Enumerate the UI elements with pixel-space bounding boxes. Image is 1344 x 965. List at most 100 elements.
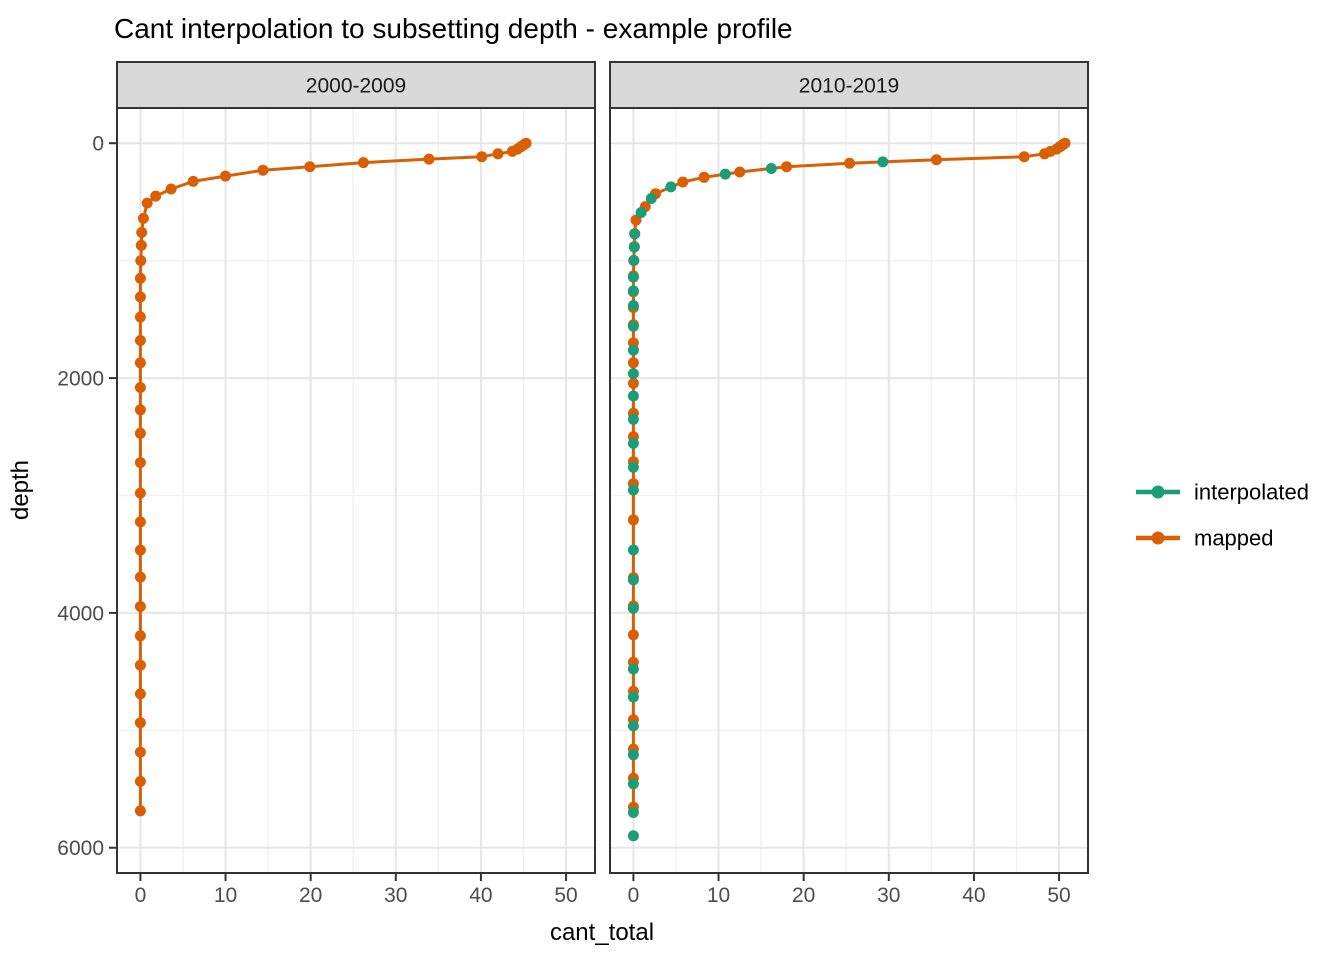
data-point-mapped (627, 377, 639, 389)
chart-title: Cant interpolation to subsetting depth -… (114, 13, 793, 44)
data-point-interpolated (645, 193, 657, 204)
data-point-mapped (492, 148, 504, 160)
facet-strip-left: 2000-2009 (116, 61, 596, 109)
data-point-mapped (423, 153, 435, 165)
data-point-mapped (134, 544, 146, 556)
data-point-interpolated (765, 163, 777, 174)
x-tick-label: 40 (962, 884, 985, 907)
data-point-interpolated (629, 228, 641, 240)
x-tick-label: 50 (1047, 884, 1070, 907)
data-point-interpolated (635, 207, 647, 218)
data-point-mapped (627, 514, 639, 526)
data-point-interpolated (627, 285, 639, 297)
y-tick-label: 2000 (57, 367, 104, 390)
data-point-interpolated (628, 241, 640, 253)
data-point-mapped (134, 717, 146, 729)
data-point-mapped (134, 688, 146, 700)
data-point-mapped (506, 145, 518, 157)
data-point-mapped (134, 457, 146, 469)
x-tick-label: 50 (554, 884, 577, 907)
data-point-interpolated (627, 602, 639, 614)
data-point-interpolated (627, 461, 639, 473)
x-axis-title: cant_total (550, 919, 654, 946)
legend: interpolated mapped (1136, 480, 1309, 551)
x-tick-label: 20 (299, 884, 322, 907)
x-tick-label: 0 (135, 884, 147, 907)
data-point-interpolated (627, 663, 639, 675)
data-point-mapped (781, 161, 793, 173)
panel-border (116, 107, 596, 874)
data-point-mapped (134, 335, 146, 346)
y-tick-label: 4000 (57, 602, 104, 625)
data-point-interpolated (627, 778, 639, 790)
data-point-mapped (134, 487, 146, 499)
data-point-mapped (134, 775, 146, 787)
data-point-mapped (220, 170, 231, 182)
data-point-mapped (134, 571, 146, 583)
facet-strip-box (116, 61, 596, 109)
data-point-interpolated (627, 300, 639, 311)
data-point-mapped (357, 157, 369, 169)
data-point-interpolated (719, 168, 731, 180)
facet-strip-box (609, 61, 1089, 109)
data-point-mapped (476, 151, 488, 163)
data-point-mapped (134, 601, 146, 612)
data-point-interpolated (627, 344, 639, 356)
data-point-mapped (844, 157, 856, 169)
data-point-interpolated (627, 368, 639, 380)
data-point-mapped (135, 255, 147, 267)
data-point-mapped (135, 239, 147, 251)
data-point-interpolated (627, 544, 639, 556)
data-point-mapped (134, 746, 146, 758)
data-point-interpolated (627, 720, 639, 732)
legend-label: interpolated (1194, 480, 1309, 505)
data-point-mapped (1018, 151, 1030, 163)
data-point-mapped (134, 516, 146, 528)
data-point-interpolated (665, 181, 677, 193)
data-point-mapped (627, 357, 639, 369)
facet-strip-label: 2000-2009 (306, 74, 406, 97)
data-point-mapped (931, 154, 942, 166)
x-tick-label: 40 (469, 884, 492, 907)
legend-label: mapped (1194, 526, 1274, 551)
x-tick-label: 10 (214, 884, 237, 907)
data-point-interpolated (627, 830, 639, 842)
data-point-interpolated (628, 254, 640, 266)
data-point-mapped (134, 427, 146, 439)
x-tick-label: 0 (628, 884, 640, 907)
data-point-mapped (134, 805, 146, 817)
data-point-mapped (134, 357, 146, 369)
data-point-mapped (677, 176, 689, 188)
data-point-mapped (134, 659, 146, 671)
data-point-mapped (734, 166, 746, 178)
panel-2000-2009: 0 10 20 30 40 50 0 2000 4000 6000 (57, 107, 596, 907)
data-point-mapped (1039, 148, 1051, 160)
data-point-interpolated (627, 271, 639, 283)
data-point-mapped (136, 227, 148, 238)
data-point-mapped (165, 183, 177, 195)
data-point-interpolated (627, 807, 639, 818)
x-tick-label: 30 (384, 884, 407, 907)
panel-background (610, 108, 1088, 873)
legend-entry-mapped: mapped (1136, 526, 1274, 551)
data-point-interpolated (627, 749, 639, 761)
y-axis-title: depth (7, 460, 34, 520)
data-point-mapped (627, 629, 639, 641)
data-point-interpolated (627, 691, 639, 703)
data-point-mapped (150, 190, 162, 202)
data-point-mapped (134, 630, 146, 642)
panel-2010-2019: 0 10 20 30 40 50 (609, 107, 1089, 907)
data-point-mapped (698, 171, 710, 183)
panel-border (609, 107, 1089, 874)
data-point-interpolated (627, 574, 639, 586)
data-point-mapped (134, 382, 146, 393)
data-point-mapped (134, 291, 146, 303)
data-point-interpolated (627, 320, 639, 332)
facet-strip-label: 2010-2019 (799, 74, 899, 97)
data-point-mapped (304, 161, 316, 173)
data-point-interpolated (627, 413, 639, 425)
legend-key-point (1151, 485, 1165, 499)
data-point-interpolated (627, 437, 639, 449)
data-point-mapped (134, 311, 146, 323)
